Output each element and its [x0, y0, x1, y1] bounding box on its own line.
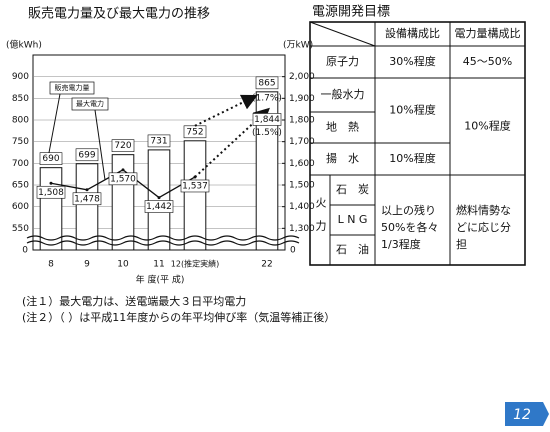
row-label: 原子力 — [326, 55, 359, 68]
y-tick-label: 700 — [12, 159, 29, 169]
legend-box — [49, 81, 95, 95]
cell: 50%を各々 — [381, 220, 438, 234]
bar-value-label: 720 — [114, 141, 131, 151]
label-box — [255, 76, 279, 90]
bar — [183, 140, 207, 251]
note: (注１）最大電力は、送電端最大３日平均電力 — [22, 294, 246, 308]
line-point — [49, 181, 53, 185]
table-diagonal — [309, 21, 376, 47]
cell: どに応じ分 — [456, 220, 511, 234]
label-box — [72, 192, 102, 206]
cell: 45〜50% — [463, 55, 512, 68]
cell: 燃料情勢な — [456, 203, 511, 217]
column-header: 設備構成比 — [385, 26, 440, 40]
y2-tick-label: 2,000 — [289, 72, 315, 82]
cell: 10%程度 — [389, 103, 435, 117]
y-axis-label: (億kWh) — [6, 39, 42, 51]
row-label: 揚 水 — [326, 152, 359, 165]
line-value-label: 1,570 — [110, 174, 136, 184]
y2-tick-label: 1,700 — [289, 137, 315, 147]
legend-pointer — [94, 109, 106, 180]
line-point — [121, 168, 125, 172]
page-number: 12 — [513, 407, 531, 423]
line-value-label: 1,442 — [146, 202, 172, 212]
legend-label: 最大電力 — [76, 99, 104, 108]
cell: 以上の残り — [381, 203, 436, 217]
y-tick-label: 750 — [12, 137, 29, 147]
cell: 10%程度 — [464, 119, 510, 133]
table-title: 電源開発目標 — [312, 5, 390, 20]
y-tick-label: 600 — [12, 202, 29, 212]
y2-axis-label: (万kW) — [283, 41, 313, 51]
bar-value-label: 731 — [150, 136, 167, 146]
cell: 担 — [456, 237, 467, 251]
row-label: 地 熱 — [326, 121, 359, 134]
label-box — [108, 172, 138, 186]
x-tick-label: 12(推定実績) — [171, 259, 219, 269]
y-tick-label: 550 — [12, 224, 29, 234]
legend-label: 販売電力量 — [55, 83, 90, 92]
x-tick-label: 10 — [117, 260, 129, 270]
label-box — [252, 113, 282, 126]
line-point — [193, 175, 197, 179]
column-header: 電力量構成比 — [455, 27, 521, 40]
growth-label: (1.5%) — [252, 128, 282, 138]
chart-title: 販売電力量及び最大電力の推移 — [28, 6, 210, 22]
y2-tick-label: 1,500 — [289, 181, 315, 191]
y-tick-label: 900 — [12, 72, 29, 82]
legend-box — [71, 97, 109, 111]
fuel-label: 石 油 — [336, 242, 369, 256]
y-tick-label: 800 — [12, 116, 29, 126]
row-label: 一般水力 — [321, 88, 365, 101]
x-tick-label: 9 — [84, 260, 90, 270]
bar — [147, 149, 171, 251]
y2-break-label: 0 — [290, 246, 296, 256]
axis-break — [26, 235, 300, 246]
line-value-label: 1,537 — [182, 181, 208, 191]
cell: 10%程度 — [389, 151, 435, 165]
y-tick-label: 850 — [12, 94, 29, 104]
x-tick-label: 8 — [48, 260, 54, 270]
label-box — [180, 179, 210, 193]
line-point — [265, 108, 269, 112]
y2-tick-label: 1,800 — [289, 116, 315, 126]
cell: 30%程度 — [389, 54, 435, 68]
cell: 1/3程度 — [381, 237, 421, 251]
bar — [255, 91, 279, 251]
bar-value-label: 752 — [186, 127, 203, 137]
label-box — [147, 134, 171, 148]
line-point — [157, 196, 161, 200]
line-value-label: 1,478 — [74, 194, 100, 204]
fuel-label: L N G — [338, 213, 368, 226]
y-tick-label: 650 — [12, 181, 29, 191]
growth-label: (1.7%) — [252, 93, 282, 103]
x-tick-label: 11 — [153, 260, 164, 270]
line-value-label: 1,844 — [254, 115, 280, 125]
label-box — [111, 139, 135, 152]
label-box — [39, 152, 63, 165]
line-value-label: 1,508 — [38, 188, 64, 198]
trend-arrow — [194, 94, 258, 127]
y2-tick-label: 1,400 — [289, 202, 315, 212]
bar-value-label: 699 — [78, 150, 95, 160]
x-axis-label: 年 度(平 成) — [136, 274, 185, 286]
y2-tick-label: 1,600 — [289, 159, 315, 169]
y-break-label: 0 — [22, 246, 28, 256]
bar-value-label: 690 — [42, 154, 59, 164]
page-badge — [505, 402, 549, 426]
y2-tick-label: 1,300 — [289, 224, 315, 234]
x-tick-label: 22 — [261, 260, 272, 270]
y2-tick-label: 1,900 — [289, 94, 315, 104]
label-box — [36, 185, 66, 199]
bar — [75, 163, 99, 251]
row-label: 火力 — [314, 197, 327, 243]
legend-pointer — [48, 93, 61, 153]
label-box — [75, 148, 99, 162]
note: (注２）（ ）は平成11年度からの年平均伸び率（気温等補正後） — [22, 310, 335, 324]
fuel-label: 石 炭 — [336, 183, 369, 196]
bar-value-label: 865 — [258, 78, 275, 88]
line-point — [85, 188, 89, 192]
label-box — [144, 200, 174, 213]
